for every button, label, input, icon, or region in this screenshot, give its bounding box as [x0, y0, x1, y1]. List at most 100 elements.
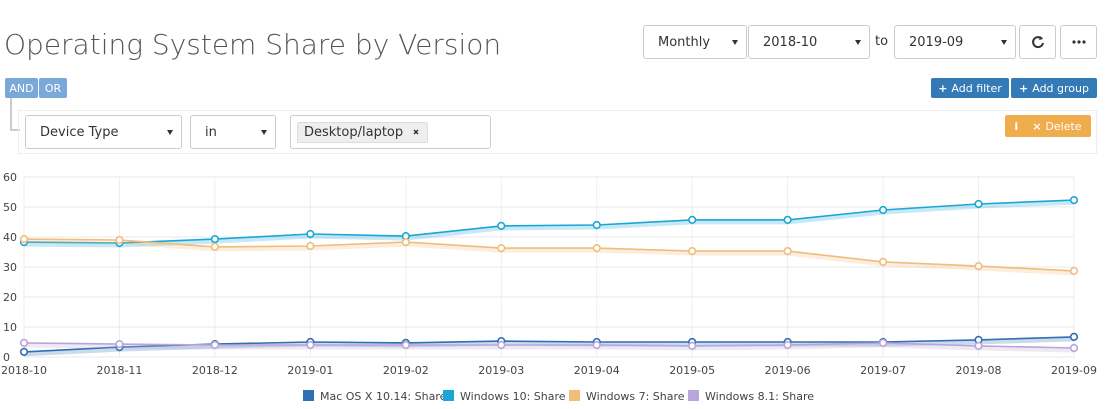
- more-icon: [1071, 40, 1086, 44]
- filter-row: [18, 110, 1097, 154]
- legend-label: Windows 8.1: Share: [705, 390, 814, 403]
- data-point: [19, 234, 29, 244]
- series-shadow: [23, 199, 1075, 248]
- data-point: [19, 347, 29, 356]
- x-tick-label: 2019-08: [956, 364, 1002, 377]
- delete-label: Delete: [1045, 119, 1082, 133]
- data-point: [401, 237, 410, 247]
- field-select[interactable]: Device Type: [25, 115, 182, 149]
- refresh-icon: [1031, 36, 1044, 49]
- value-tag: Desktop/laptop: [297, 121, 429, 143]
- series-line: [23, 342, 1075, 349]
- y-tick-label: 0: [3, 351, 10, 364]
- data-point: [783, 246, 792, 256]
- add-filter-label: Add filter: [951, 81, 1002, 95]
- tag-remove-icon[interactable]: [411, 127, 421, 137]
- data-point: [592, 243, 601, 253]
- data-point: [974, 199, 983, 209]
- data-point: [1069, 195, 1079, 205]
- x-tick-label: 2018-10: [1, 364, 47, 377]
- data-point: [1069, 332, 1079, 341]
- legend-swatch: [688, 390, 699, 401]
- to-value: 2019-09: [909, 34, 964, 50]
- y-tick-label: 20: [3, 291, 17, 304]
- data-point: [878, 338, 888, 347]
- delete-button[interactable]: i × Delete: [1005, 115, 1091, 137]
- x-tick-label: 2018-11: [96, 364, 142, 377]
- data-point: [306, 241, 315, 251]
- or-button[interactable]: OR: [39, 78, 67, 98]
- x-tick-label: 2018-12: [192, 364, 238, 377]
- series-shadow: [23, 342, 1075, 353]
- to-select[interactable]: 2019-09: [894, 25, 1016, 59]
- legend-label: Windows 7: Share: [586, 390, 685, 403]
- x-tick-label: 2019-06: [765, 364, 811, 377]
- interval-select[interactable]: Monthly: [643, 25, 747, 59]
- data-point: [688, 215, 697, 225]
- data-point: [974, 261, 983, 271]
- data-point: [210, 234, 220, 244]
- y-tick-label: 40: [3, 231, 17, 244]
- from-value: 2018-10: [763, 34, 818, 50]
- operator-value: in: [205, 124, 217, 140]
- field-value: Device Type: [40, 124, 119, 140]
- data-point: [401, 340, 410, 350]
- data-point: [688, 341, 697, 350]
- data-point: [1069, 343, 1079, 353]
- y-tick-label: 50: [3, 201, 17, 214]
- refresh-button[interactable]: [1019, 25, 1056, 59]
- data-point: [878, 257, 888, 266]
- add-filter-button[interactable]: + Add filter: [931, 78, 1009, 98]
- value-input[interactable]: Desktop/laptop: [290, 115, 491, 149]
- series-line: [23, 238, 1075, 272]
- y-tick-label: 10: [3, 321, 17, 334]
- series-shadow: [23, 238, 1075, 276]
- data-point: [115, 235, 124, 245]
- data-point: [783, 340, 792, 350]
- x-tick-label: 2019-01: [287, 364, 333, 377]
- data-point: [974, 341, 983, 350]
- legend-label: Mac OS X 10.14: Share: [320, 390, 447, 403]
- series-line: [23, 199, 1075, 244]
- to-label: to: [875, 34, 889, 49]
- data-point: [497, 340, 506, 350]
- data-point: [497, 243, 506, 253]
- add-group-button[interactable]: + Add group: [1011, 78, 1097, 98]
- data-point: [115, 340, 124, 349]
- more-button[interactable]: [1060, 25, 1097, 59]
- data-point: [592, 220, 601, 230]
- x-tick-label: 2019-09: [1051, 364, 1097, 377]
- data-point: [210, 340, 220, 350]
- add-group-label: Add group: [1032, 81, 1089, 95]
- legend-swatch: [443, 390, 454, 401]
- chart: 2018-10 2018-11 2018-12 2019-01 2019-02 2019-…: [1, 171, 1097, 403]
- and-button[interactable]: AND: [5, 78, 38, 98]
- operator-select[interactable]: in: [190, 115, 276, 149]
- value-tag-label: Desktop/laptop: [304, 124, 404, 140]
- data-point: [210, 242, 220, 251]
- legend-swatch: [303, 390, 314, 401]
- data-point: [306, 229, 315, 239]
- data-point: [1069, 266, 1079, 275]
- data-point: [592, 340, 601, 350]
- x-tick-label: 2019-07: [860, 364, 906, 377]
- x-tick-label: 2019-02: [383, 364, 429, 377]
- interval-value: Monthly: [658, 34, 711, 50]
- data-point: [688, 246, 697, 256]
- legend-swatch: [569, 390, 580, 401]
- data-point: [19, 338, 29, 347]
- data-point: [783, 215, 792, 225]
- legend-label: Windows 10: Share: [460, 390, 566, 403]
- x-tick-label: 2019-03: [478, 364, 524, 377]
- from-select[interactable]: 2018-10: [748, 25, 870, 59]
- x-tick-label: 2019-04: [574, 364, 620, 377]
- y-tick-label: 30: [3, 261, 17, 274]
- page-title: Operating System Share by Version: [4, 28, 502, 61]
- x-tick-label: 2019-05: [669, 364, 715, 377]
- tree-line: [10, 98, 20, 131]
- data-point: [878, 205, 888, 215]
- data-point: [306, 340, 315, 350]
- y-tick-label: 60: [3, 171, 17, 184]
- data-point: [497, 221, 506, 231]
